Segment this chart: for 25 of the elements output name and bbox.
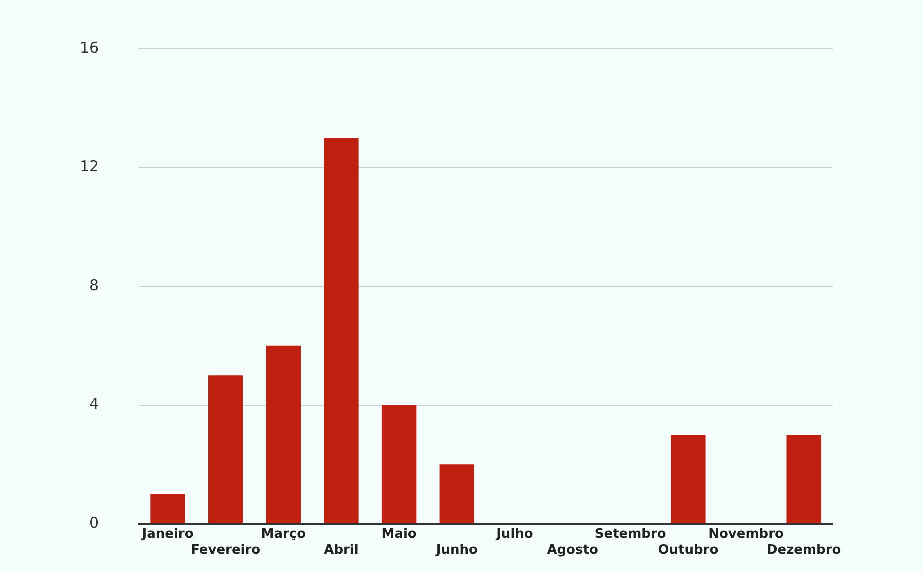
x-tick-label: Janeiro <box>141 527 194 542</box>
y-tick-label: 12 <box>80 158 100 176</box>
x-tick-label: Fevereiro <box>191 542 261 558</box>
x-tick-label: Agosto <box>547 542 598 558</box>
x-tick-label: Novembro <box>708 527 784 542</box>
bar <box>150 494 186 524</box>
x-tick-label: Julho <box>496 527 534 542</box>
y-tick-label: 16 <box>80 38 100 57</box>
y-tick-label: 8 <box>90 276 100 294</box>
x-tick-label: Março <box>261 527 306 542</box>
bar <box>786 434 822 524</box>
bar <box>324 138 359 524</box>
bar <box>266 346 301 524</box>
y-tick-label: 4 <box>90 395 100 414</box>
bar <box>208 376 244 524</box>
bar <box>382 405 417 524</box>
y-tick-label: 0 <box>90 514 100 532</box>
x-tick-label: Outubro <box>658 542 719 558</box>
x-tick-label: Setembro <box>594 527 666 542</box>
x-tick-label: Maio <box>382 527 417 542</box>
bar <box>671 434 706 524</box>
x-tick-label: Junho <box>435 542 478 558</box>
bar <box>440 464 474 524</box>
x-tick-label: Abril <box>324 542 359 558</box>
x-tick-label: Dezembro <box>766 542 842 558</box>
